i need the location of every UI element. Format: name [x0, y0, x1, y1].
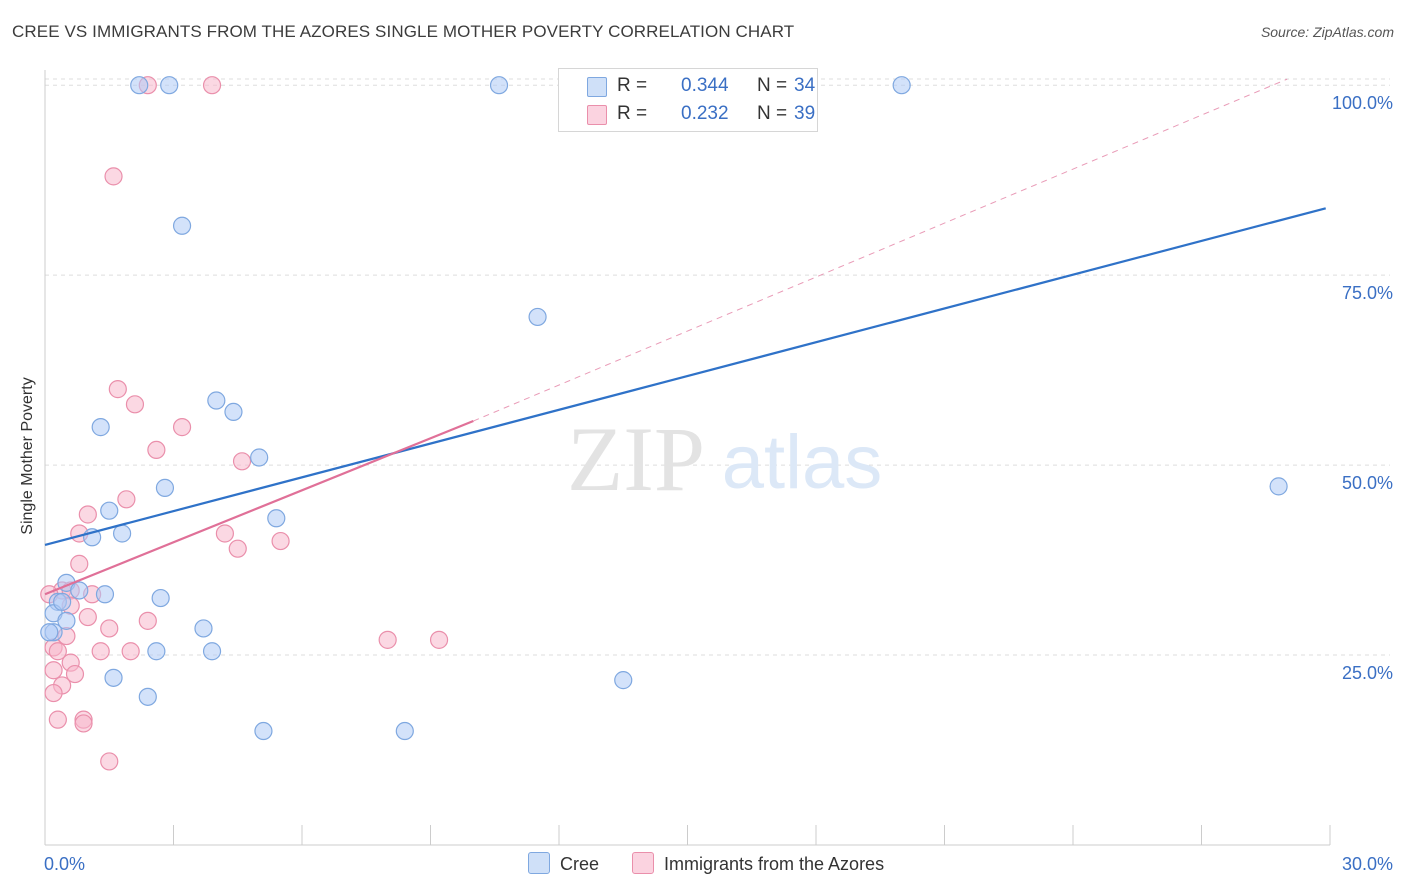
cree-point — [40, 623, 59, 642]
legend-n-label: N = — [757, 75, 788, 96]
bottom-legend-label-cree: Cree — [560, 854, 600, 874]
cree-point — [151, 588, 170, 608]
azores-point — [48, 642, 67, 661]
cree-point — [267, 509, 286, 528]
azores-point — [91, 642, 110, 661]
azores-point — [44, 661, 63, 680]
cree-point — [250, 448, 269, 467]
cree-point — [95, 585, 115, 604]
y-tick-label: 25.0% — [1342, 663, 1393, 683]
source-credit: Source: ZipAtlas.com — [1260, 24, 1394, 40]
legend-r-value: 0.232 — [681, 103, 729, 124]
cree-point — [202, 642, 222, 661]
legend-n-value: 34 — [794, 75, 816, 96]
y-tick-label: 75.0% — [1342, 283, 1393, 303]
axes — [44, 70, 1331, 846]
cree-point — [892, 76, 911, 95]
bottom-legend-cree: Cree — [528, 852, 599, 875]
legend-r-value: 0.344 — [681, 75, 729, 96]
cree-point — [70, 581, 89, 600]
x-tick-label: 30.0% — [1342, 854, 1393, 874]
cree-point — [91, 418, 110, 437]
watermark: ZIP atlas — [567, 408, 882, 510]
azores-point — [100, 752, 119, 771]
azores-point — [48, 710, 67, 729]
bottom-legend-swatch-cree — [528, 852, 550, 874]
azores-point — [232, 452, 252, 471]
bottom-legend-azores: Immigrants from the Azores — [632, 852, 884, 875]
legend-n-label: N = — [757, 103, 788, 124]
cree-point — [395, 721, 414, 741]
cree-point — [172, 216, 192, 235]
cree-point — [155, 478, 175, 497]
azores-point — [104, 167, 123, 186]
chart-title: CREE VS IMMIGRANTS FROM THE AZORES SINGL… — [12, 22, 795, 41]
cree-point — [57, 611, 76, 630]
azores-point — [172, 418, 192, 437]
cree-point — [489, 76, 509, 95]
azores-point — [108, 380, 127, 399]
azores-point — [378, 630, 397, 649]
trend-lines — [44, 78, 1326, 596]
azores-point — [271, 531, 290, 551]
cree-point — [147, 642, 166, 661]
azores-point — [70, 554, 89, 573]
cree-point — [130, 76, 149, 95]
cree-points — [40, 76, 1288, 741]
y-tick-label: 100.0% — [1332, 93, 1393, 113]
legend-r-label: R = — [617, 75, 648, 96]
cree-point — [104, 668, 123, 687]
legend-swatch-cree — [587, 77, 607, 97]
y-tick-label: 50.0% — [1342, 473, 1393, 493]
azores-point — [117, 490, 136, 509]
azores-point — [138, 611, 157, 630]
azores-point — [44, 683, 63, 703]
azores-point — [65, 664, 85, 684]
watermark-zip: ZIP — [567, 408, 705, 510]
cree-point — [614, 671, 633, 690]
azores-trend-line — [44, 420, 474, 596]
cree-point — [1269, 477, 1288, 496]
azores-point — [429, 630, 449, 649]
cree-point — [528, 307, 547, 327]
azores-point — [125, 395, 145, 414]
legend-r-label: R = — [617, 103, 648, 124]
azores-point — [121, 642, 140, 661]
x-tick-label: 0.0% — [44, 854, 85, 874]
stats-legend: R = 0.344 N = 34 R = 0.232 N = 39 — [558, 68, 818, 132]
cree-point — [254, 721, 273, 741]
azores-trend-extension — [473, 78, 1288, 422]
cree-point — [224, 402, 243, 422]
tick-labels: 25.0% 50.0% 75.0% 100.0% 0.0% 30.0% — [44, 93, 1393, 874]
bottom-legend-swatch-azores — [632, 852, 654, 874]
azores-point — [215, 524, 234, 543]
legend-n-value: 39 — [794, 103, 816, 124]
cree-point — [207, 391, 226, 410]
y-axis-label: Single Mother Poverty — [19, 377, 36, 535]
azores-point — [228, 539, 247, 558]
cree-point — [160, 76, 179, 95]
cree-point — [100, 501, 119, 520]
bottom-legend-label-azores: Immigrants from the Azores — [664, 854, 885, 874]
watermark-atlas: atlas — [722, 420, 883, 505]
legend-swatch-azores — [587, 105, 607, 125]
azores-point — [147, 440, 166, 460]
azores-point — [74, 714, 93, 733]
azores-points — [40, 76, 449, 771]
cree-point — [53, 592, 72, 611]
cree-point — [112, 524, 132, 543]
azores-point — [202, 76, 222, 95]
cree-point — [138, 687, 157, 706]
cree-point — [194, 619, 213, 638]
azores-point — [100, 619, 119, 638]
azores-point — [78, 607, 97, 627]
azores-point — [78, 505, 97, 524]
cree-trend-line — [44, 207, 1326, 546]
